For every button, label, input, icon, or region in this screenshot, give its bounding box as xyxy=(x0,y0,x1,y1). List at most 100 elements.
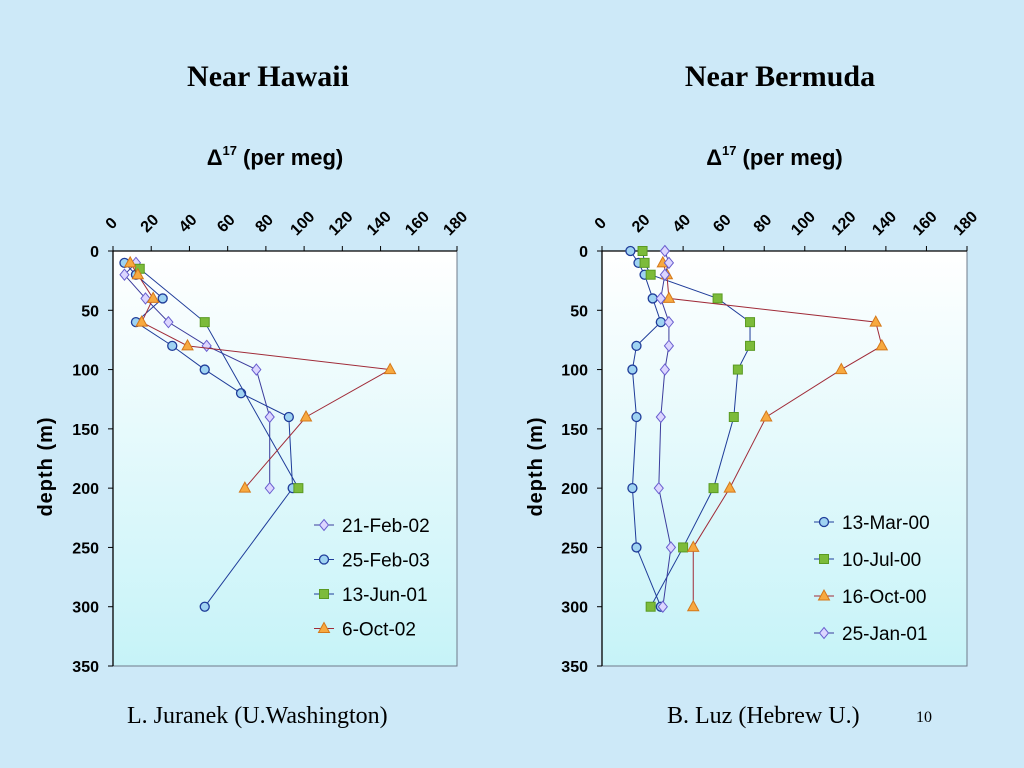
data-point-triangle xyxy=(723,481,737,493)
data-point-triangle xyxy=(123,255,137,268)
y-tick-label: 250 xyxy=(72,540,99,557)
data-point-square xyxy=(678,542,689,553)
x-tick-label: 100 xyxy=(788,208,819,239)
chart-1: 0 20 40 60 80 100 120 140 160 180 0 50 100 150 200 250 3… xyxy=(525,143,981,676)
x-tick-label: 20 xyxy=(629,211,654,236)
page-number: 10 xyxy=(916,709,932,726)
data-point-diamond xyxy=(659,363,671,376)
data-point-square xyxy=(732,364,743,375)
data-point-triangle xyxy=(875,338,889,351)
data-point-triangle xyxy=(383,362,397,375)
x-tick-label: 0 xyxy=(103,215,121,233)
legend-item: 21-Feb-02 xyxy=(314,516,430,537)
data-point-triangle xyxy=(131,267,145,280)
data-point-diamond xyxy=(163,315,174,329)
y-tick-label: 0 xyxy=(90,244,99,261)
legend-marker-diamond xyxy=(318,518,330,532)
legend-marker-circle xyxy=(818,516,830,528)
data-point-square xyxy=(639,257,650,268)
data-point-triangle xyxy=(135,315,149,327)
legend-label: 16-Oct-00 xyxy=(842,587,926,608)
data-point-square xyxy=(728,412,739,422)
legend-item: 6-Oct-02 xyxy=(314,620,416,641)
series-line-circle xyxy=(124,262,294,608)
x-tick-label: 20 xyxy=(138,211,163,236)
y-tick-label: 0 xyxy=(579,244,588,261)
y-tick-label: 200 xyxy=(72,481,99,498)
x-tick-label: 40 xyxy=(670,211,695,236)
y-tick-label: 300 xyxy=(72,600,99,617)
y-tick-label: 100 xyxy=(561,363,588,380)
data-point-circle xyxy=(631,542,642,553)
data-point-square xyxy=(712,293,723,304)
x-tick-label: 180 xyxy=(950,208,981,239)
data-point-triangle xyxy=(181,338,194,351)
legend-marker-circle xyxy=(318,554,330,565)
series-line-diamond xyxy=(123,262,271,489)
legend-label: 6-Oct-02 xyxy=(342,620,416,641)
data-point-circle xyxy=(627,364,638,375)
x-tick-label: 160 xyxy=(402,208,433,239)
data-point-square xyxy=(745,340,756,351)
data-point-triangle xyxy=(146,291,160,303)
data-point-diamond xyxy=(119,268,130,282)
y-tick-label: 50 xyxy=(81,303,99,320)
x-tick-label: 120 xyxy=(326,208,357,239)
credit-left: L. Juranek (U.Washington) xyxy=(127,703,388,729)
y-tick-label: 150 xyxy=(72,422,99,439)
x-tick-label: 60 xyxy=(214,211,239,236)
data-point-square xyxy=(199,317,210,328)
title-near-bermuda: Near Bermuda xyxy=(684,60,876,93)
x-tick-label: 80 xyxy=(252,211,277,236)
data-point-diamond xyxy=(665,541,677,554)
data-point-circle xyxy=(625,245,636,257)
x-tick-label: 0 xyxy=(592,215,610,233)
y-axis-title: depth (m) xyxy=(525,416,547,516)
data-point-diamond xyxy=(264,410,275,424)
data-point-circle xyxy=(627,482,638,494)
y-tick-label: 100 xyxy=(72,363,99,380)
data-point-circle xyxy=(167,340,178,352)
x-tick-label: 120 xyxy=(829,208,860,239)
data-point-circle xyxy=(199,364,210,375)
x-tick-label: 40 xyxy=(176,211,201,236)
y-tick-label: 250 xyxy=(561,540,588,557)
y-tick-label: 150 xyxy=(561,422,588,439)
data-point-diamond xyxy=(140,292,151,305)
x-tick-label: 160 xyxy=(910,208,941,239)
data-point-diamond xyxy=(655,410,666,424)
legend-item: 25-Jan-01 xyxy=(814,624,928,645)
data-point-circle xyxy=(283,411,294,423)
legend-item: 13-Mar-00 xyxy=(814,513,930,534)
legend-marker-triangle xyxy=(317,621,331,633)
data-point-diamond xyxy=(663,339,675,353)
y-tick-label: 350 xyxy=(72,659,99,676)
data-point-circle xyxy=(157,293,168,304)
x-tick-label: 140 xyxy=(869,208,900,239)
legend-item: 13-Jun-01 xyxy=(314,585,428,606)
y-tick-label: 350 xyxy=(561,659,588,676)
legend-label: 25-Feb-03 xyxy=(342,551,430,572)
data-point-square xyxy=(645,601,656,612)
legend-label: 10-Jul-00 xyxy=(842,550,921,571)
data-point-square xyxy=(708,483,719,494)
x-tick-label: 140 xyxy=(364,208,395,239)
x-axis-title: Δ17 (per meg) xyxy=(207,143,344,170)
legend-label: 13-Mar-00 xyxy=(842,513,930,534)
legend-marker-triangle xyxy=(817,588,831,601)
data-point-diamond xyxy=(655,292,666,305)
data-point-triangle xyxy=(238,481,252,493)
data-point-circle xyxy=(631,340,642,352)
data-point-triangle xyxy=(299,409,313,422)
legend-marker-square xyxy=(319,589,329,599)
legend-item: 10-Jul-00 xyxy=(814,550,921,571)
x-tick-label: 60 xyxy=(710,211,735,236)
data-point-diamond xyxy=(663,315,675,329)
data-point-diamond xyxy=(657,600,668,614)
data-point-triangle xyxy=(834,362,848,375)
data-point-triangle xyxy=(662,291,676,303)
legend-marker-diamond xyxy=(818,626,830,640)
chart-0: 0 20 40 60 80 100 120 140 160 180 0 50 100 150 200 250 3… xyxy=(35,143,471,676)
data-point-diamond xyxy=(663,256,675,270)
